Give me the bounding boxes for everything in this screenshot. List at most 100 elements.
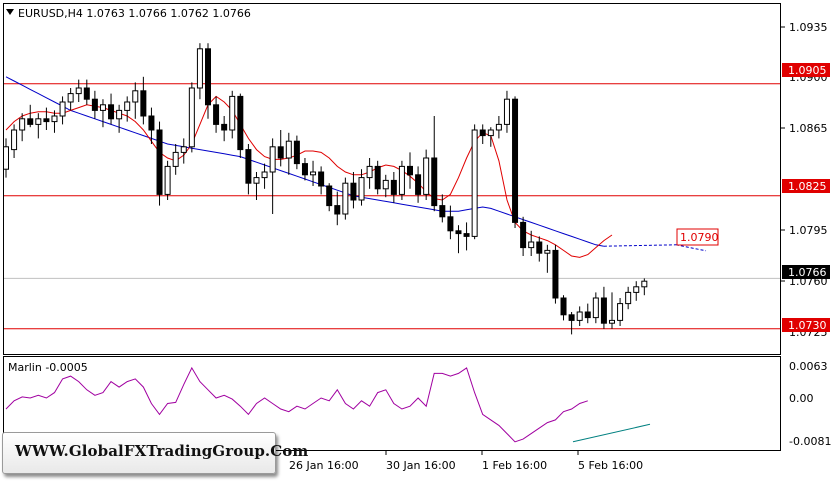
candle-body-up — [99, 104, 106, 111]
candle — [342, 177, 349, 220]
candle-body-up — [398, 165, 405, 195]
candle — [520, 216, 527, 256]
oscillator-path — [5, 366, 588, 443]
candle — [600, 286, 607, 329]
candle — [609, 292, 615, 329]
candle-body-up — [633, 286, 640, 293]
target-price-label: 1.0790 — [676, 228, 719, 246]
candle — [269, 138, 276, 214]
candle — [310, 160, 317, 186]
candle-body-down — [326, 185, 333, 207]
candle — [398, 160, 405, 200]
candle — [334, 191, 341, 226]
candle — [544, 244, 551, 273]
candle — [180, 138, 187, 164]
candle — [124, 96, 131, 122]
oscillator-line — [5, 366, 588, 443]
candle-body-down — [148, 115, 155, 131]
time-tick-label: 5 Feb 16:00 — [578, 459, 643, 472]
candle-body-down — [318, 171, 325, 187]
candle-body-down — [350, 182, 357, 201]
chart-menu-triangle-icon[interactable] — [6, 9, 14, 15]
candle — [382, 174, 389, 198]
candle — [11, 124, 18, 158]
candle-body-down — [213, 104, 220, 125]
candle — [423, 149, 430, 200]
candle — [132, 82, 139, 119]
candle — [91, 90, 98, 119]
candle — [479, 124, 486, 144]
candle — [641, 278, 648, 296]
level-tag-3: 1.0730 — [782, 318, 830, 332]
candle — [205, 43, 211, 119]
candle-body-down — [536, 241, 543, 254]
level-tag-2: 1.0825 — [782, 179, 830, 193]
candle — [293, 135, 300, 170]
candle-body-up — [132, 90, 139, 103]
candle — [237, 93, 244, 158]
candle-body-up — [75, 87, 82, 95]
candle-body-up — [3, 146, 9, 170]
current-price-tag: 1.0766 — [782, 265, 830, 279]
candle-body-down — [479, 129, 486, 137]
candle — [221, 116, 228, 142]
candle — [301, 158, 308, 181]
candle-body-up — [196, 48, 203, 89]
candle-body-down — [520, 221, 527, 249]
candle-body-up — [67, 93, 74, 103]
candle-body-up — [124, 101, 131, 111]
candle-body-up — [528, 241, 535, 249]
candle — [188, 82, 195, 153]
candle-body-down — [245, 149, 252, 184]
candle-body-up — [617, 303, 624, 321]
candle-body-down — [584, 311, 591, 319]
indicator-axis: 0.0063 0.00 -0.0081 — [789, 360, 831, 448]
candle — [108, 93, 115, 125]
candle-body-up — [269, 146, 276, 173]
divergence-line — [572, 423, 651, 443]
indicator-label: Marlin -0.0005 — [8, 361, 88, 374]
candle-body-up — [51, 115, 58, 123]
candle-body-up — [625, 291, 632, 305]
candle-body-up — [261, 171, 268, 179]
candle — [67, 88, 74, 111]
candles — [3, 43, 648, 335]
candle — [213, 96, 220, 133]
candle — [617, 298, 624, 326]
candle-body-down — [277, 146, 284, 159]
candle-body-down — [512, 98, 519, 223]
candle-body-down — [334, 205, 341, 215]
candle — [350, 172, 357, 209]
candle — [560, 295, 567, 321]
candle-body-down — [205, 48, 211, 106]
candle — [156, 121, 163, 206]
candle — [19, 113, 26, 142]
candle — [512, 96, 519, 228]
candle-body-down — [415, 174, 422, 195]
candle — [27, 104, 34, 128]
candle-body-down — [293, 140, 300, 165]
candle-body-down — [301, 163, 308, 176]
svg-text:1.0825: 1.0825 — [788, 180, 827, 193]
candle — [625, 286, 632, 310]
candle-body-down — [463, 233, 470, 237]
indicator-tick-label: 0.0063 — [789, 360, 828, 373]
candle — [536, 236, 543, 262]
candle-body-down — [27, 118, 34, 125]
candle-body-up — [342, 182, 349, 215]
candle — [277, 130, 284, 167]
candle-body-up — [487, 129, 494, 137]
candle — [43, 107, 50, 130]
time-tick-label: 30 Jan 16:00 — [386, 459, 456, 472]
candle — [358, 169, 365, 206]
candle-body-up — [310, 171, 317, 176]
candle-body-up — [253, 177, 260, 184]
candle — [59, 96, 66, 125]
candle-body-down — [568, 314, 575, 321]
candle-body-up — [172, 151, 179, 167]
candle-body-down — [43, 118, 50, 123]
watermark-text: WWW.GlobalFXTradingGroup.Com — [15, 442, 309, 460]
candle — [3, 138, 9, 178]
candle — [576, 306, 583, 326]
chart-header: EURUSD,H4 1.0763 1.0766 1.0762 1.0766 — [18, 7, 251, 20]
